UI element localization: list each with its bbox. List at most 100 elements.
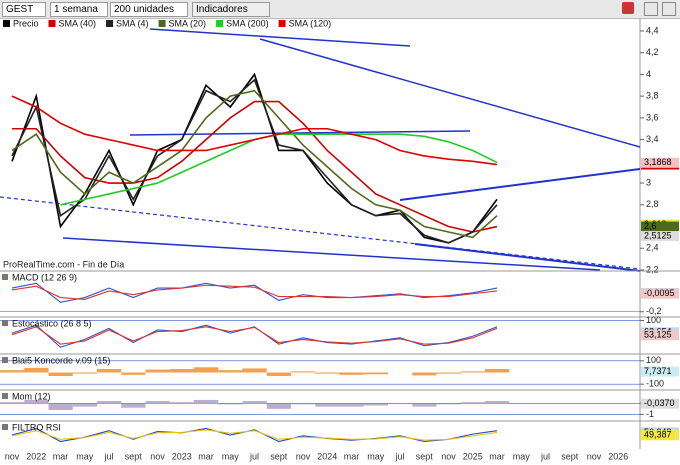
x-tick-label: may [222, 451, 240, 461]
area-bar [460, 402, 485, 404]
price-tag [641, 366, 679, 377]
area-bar [0, 402, 25, 404]
trendline [149, 28, 411, 47]
annotation: ProRealTime.com - Fin de Día [3, 259, 124, 269]
price-tag [641, 430, 679, 441]
area-bar [0, 370, 25, 373]
area-bar [315, 403, 340, 407]
x-tick-label: 2023 [172, 451, 192, 461]
area-bar [291, 371, 316, 373]
x-tick-label: sept [561, 451, 579, 461]
legend-swatch [278, 20, 286, 27]
trendline [414, 243, 641, 272]
x-tick-label: jul [540, 451, 550, 461]
price-tag-label: 2,6 [644, 221, 657, 231]
y-tick-label: 2,2 [646, 264, 659, 274]
x-tick-label: may [367, 451, 385, 461]
x-tick-label: may [76, 451, 94, 461]
area-bar [218, 370, 243, 373]
price-tag-label: 7,7371 [644, 366, 672, 376]
legend-swatch [216, 20, 224, 27]
area-bar [218, 403, 243, 405]
x-tick-label: sept [416, 451, 434, 461]
price-tag-label: 2,5125 [644, 230, 672, 240]
area-bar [24, 367, 49, 373]
area-bar [485, 401, 510, 404]
panel-title: Estocástico (26 8 5) [12, 318, 92, 328]
units-select[interactable]: 200 unidades [110, 2, 188, 17]
period-select[interactable]: 1 semana [50, 2, 108, 17]
area-bar [97, 401, 122, 404]
panel-label-bg [2, 393, 8, 399]
legend-label: SMA (120) [289, 19, 332, 28]
area-bar [363, 372, 388, 375]
legend-label: SMA (4) [116, 19, 149, 28]
series-line [11, 89, 498, 239]
price-tag [641, 231, 679, 242]
x-tick-label: jul [103, 451, 113, 461]
icon[interactable] [644, 2, 658, 16]
indicators-button[interactable]: Indicadores [192, 2, 270, 17]
legend-swatch [48, 20, 56, 27]
price-tag-label: -0,0370 [644, 398, 675, 408]
area-bar [266, 372, 291, 376]
y-tick-label: 4,4 [646, 25, 659, 35]
area-bar [145, 369, 170, 373]
y-tick-label: -1 [646, 409, 654, 419]
icon[interactable] [622, 2, 634, 14]
series-line [11, 95, 498, 166]
price-tag [641, 221, 679, 232]
x-tick-label: mar [198, 451, 214, 461]
chart: nov 2022 mar may jul sept nov 2023 mar may jul sept… [0, 19, 680, 465]
y-tick-label: 100 [646, 355, 661, 365]
area-bar [48, 372, 73, 376]
axis-bg [640, 19, 680, 465]
panel-label-bg [2, 320, 8, 326]
price-tag [641, 288, 679, 299]
legend-label: SMA (20) [169, 19, 207, 28]
x-tick-label: nov [5, 451, 20, 461]
y-tick-label: 3,8 [646, 91, 659, 101]
legend-label: SMA (40) [59, 19, 97, 28]
area-bar [242, 401, 267, 404]
panel-title: Blai5 Koncorde v.09 (15) [12, 355, 110, 365]
symbol-box[interactable]: GEST [2, 2, 46, 17]
trendline [129, 130, 471, 136]
area-bar [460, 371, 485, 373]
x-tick-label: mar [53, 451, 69, 461]
area-bar [363, 403, 388, 406]
trendline [0, 196, 641, 270]
y-tick-label: 2,8 [646, 199, 659, 209]
y-tick-label: 100 [646, 315, 661, 325]
series-line [11, 284, 498, 300]
x-tick-label: jul [394, 451, 404, 461]
y-tick-label: -100 [646, 379, 664, 389]
panel-title: FILTRO RSI [12, 422, 61, 432]
area-bar [194, 367, 219, 373]
x-tick-label: nov [150, 451, 165, 461]
x-tick-label: mar [489, 451, 505, 461]
legend-label: SMA (200) [226, 19, 269, 28]
area-bar [412, 372, 437, 376]
area-bar [485, 369, 510, 373]
area-bar [97, 369, 122, 373]
series-line [12, 100, 498, 233]
y-tick-label: -0,2 [646, 306, 662, 316]
x-tick-label: sept [270, 451, 288, 461]
area-bar [121, 403, 146, 408]
series-line [11, 72, 498, 244]
icon[interactable] [662, 2, 676, 16]
x-tick-label: nov [441, 451, 456, 461]
x-tick-label: 2025 [463, 451, 483, 461]
price-tag [641, 157, 679, 168]
panel-title: Mom (12) [12, 391, 51, 401]
area-bar [315, 372, 340, 374]
legend-label: Precio [13, 19, 39, 28]
area-bar [194, 399, 219, 404]
area-bar [169, 369, 194, 373]
y-tick-label: 4 [646, 69, 651, 79]
panel-title: MACD (12 26 9) [12, 272, 77, 282]
trendline [399, 168, 641, 201]
area-bar [436, 372, 461, 374]
area-bar [121, 372, 146, 375]
